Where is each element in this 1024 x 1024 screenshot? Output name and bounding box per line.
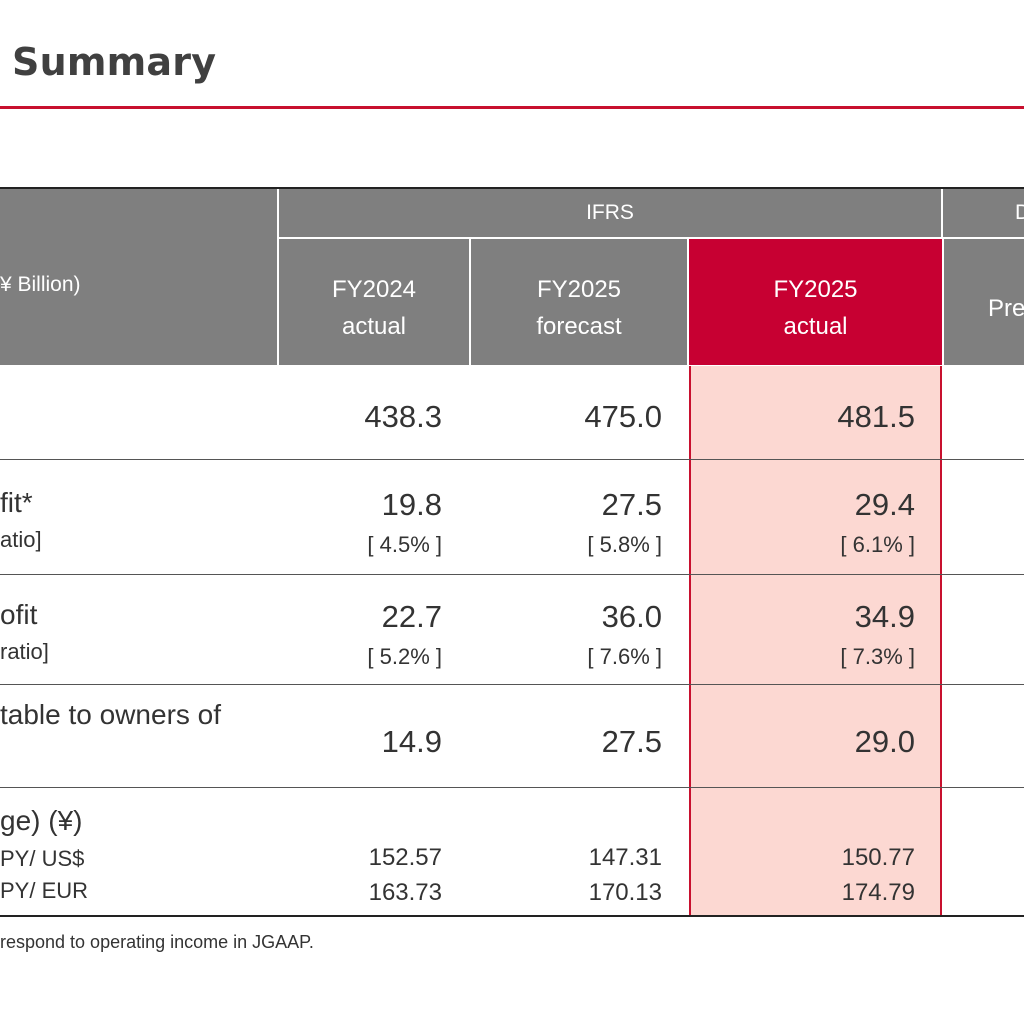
table-top-border xyxy=(0,187,1024,189)
operating-profit-label: ofit xyxy=(0,599,38,630)
net-profit-fy2025-forecast: 27.5 xyxy=(601,724,662,759)
col-header-fy2024-actual: FY2024 actual xyxy=(279,239,469,365)
row-divider xyxy=(0,459,1024,460)
col-header-fy2025-forecast: FY2025 forecast xyxy=(471,239,687,365)
right-group-header: D xyxy=(943,189,1024,237)
net-profit-label: table to owners of xyxy=(0,699,222,730)
revenue-fy2025-forecast: 475.0 xyxy=(584,399,662,434)
summary-table: ¥ Billion) IFRS D FY2024 actual FY2025 f… xyxy=(0,187,1024,918)
footnote: respond to operating income in JGAAP. xyxy=(0,932,314,952)
table-bottom-border xyxy=(0,915,1024,917)
right-group-label: D xyxy=(1015,201,1024,224)
fx-usd-label: PY/ US$ xyxy=(0,846,85,871)
ifrs-label: IFRS xyxy=(586,201,634,224)
title-divider xyxy=(0,106,1024,109)
fx-eur-fy2024: 163.73 xyxy=(368,879,442,906)
operating-profit-ratio-fy2025-forecast: [ 7.6% ] xyxy=(587,644,662,669)
core-profit-ratio-fy2025-actual: [ 6.1% ] xyxy=(840,532,915,557)
col-header-line1: FY2025 xyxy=(773,276,858,303)
col-header-line2: forecast xyxy=(536,313,622,340)
unit-header-cell: ¥ Billion) xyxy=(0,189,277,365)
operating-profit-fy2024: 22.7 xyxy=(381,599,442,634)
col-header-line2: actual xyxy=(783,313,848,340)
core-profit-label: fit* xyxy=(0,487,33,518)
col-header-line2: actual xyxy=(341,313,407,340)
net-profit-fy2024: 14.9 xyxy=(381,724,442,759)
net-profit-fy2025-actual: 29.0 xyxy=(854,724,915,759)
operating-profit-fy2025-forecast: 36.0 xyxy=(601,599,662,634)
core-profit-fy2025-actual: 29.4 xyxy=(854,487,915,522)
page-title: Summary xyxy=(12,40,217,84)
fy2025-actual-highlight xyxy=(689,366,942,916)
operating-profit-ratio-label: ratio] xyxy=(0,639,49,664)
unit-label: ¥ Billion) xyxy=(0,273,81,296)
fx-rate-label: ge) (¥) xyxy=(0,805,83,836)
ifrs-group-header: IFRS xyxy=(279,189,941,237)
col-header-line1: FY2024 xyxy=(331,276,417,303)
operating-profit-fy2025-actual: 34.9 xyxy=(854,599,915,634)
core-profit-fy2024: 19.8 xyxy=(381,487,442,522)
operating-profit-ratio-fy2024: [ 5.2% ] xyxy=(367,644,442,669)
core-profit-fy2025-forecast: 27.5 xyxy=(601,487,662,522)
col-header-right: Pre xyxy=(944,239,1024,365)
fx-eur-label: PY/ EUR xyxy=(0,878,89,903)
operating-profit-ratio-fy2025-actual: [ 7.3% ] xyxy=(840,644,915,669)
fx-usd-fy2024: 152.57 xyxy=(368,844,442,871)
revenue-fy2025-actual: 481.5 xyxy=(837,399,915,434)
row-divider xyxy=(0,787,1024,788)
core-profit-ratio-fy2025-forecast: [ 5.8% ] xyxy=(587,532,662,557)
row-divider xyxy=(0,684,1024,685)
fx-eur-fy2025-actual: 174.79 xyxy=(841,879,915,906)
fx-usd-fy2025-forecast: 147.31 xyxy=(588,844,662,871)
core-profit-ratio-fy2024: [ 4.5% ] xyxy=(367,532,442,557)
revenue-fy2024: 438.3 xyxy=(364,399,442,434)
col-header-line1: FY2025 xyxy=(536,276,622,303)
fx-eur-fy2025-forecast: 170.13 xyxy=(588,879,662,906)
row-divider xyxy=(0,574,1024,575)
col-header-fy2025-actual: FY2025 actual xyxy=(689,239,942,365)
core-profit-ratio-label: atio] xyxy=(0,527,42,552)
col-header-right-label: Pre xyxy=(988,295,1024,322)
fx-usd-fy2025-actual: 150.77 xyxy=(841,844,915,871)
